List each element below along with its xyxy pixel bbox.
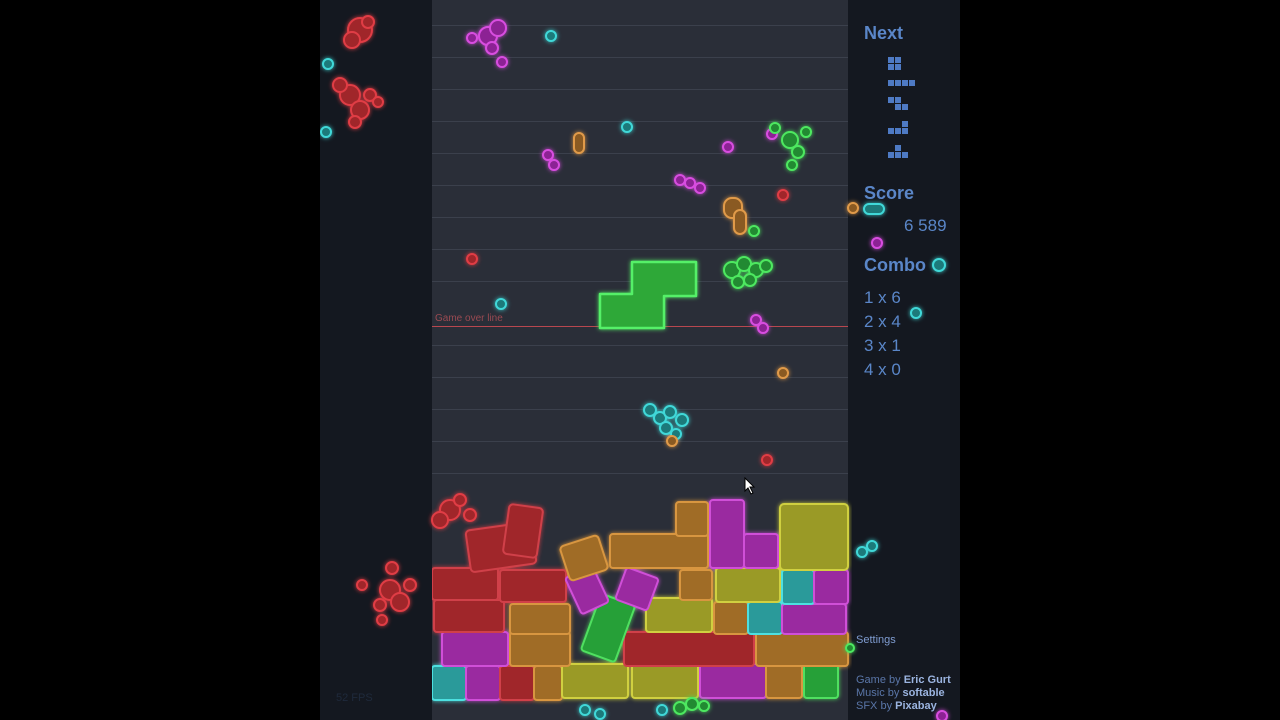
score-value: 6 589 — [904, 216, 947, 235]
credit-role: Music by — [856, 687, 903, 699]
grid-line — [432, 345, 848, 346]
next-queue — [888, 57, 915, 158]
playfield-pieces — [320, 15, 948, 720]
combo-count-3: 3 x 1 — [864, 336, 901, 355]
score-title: Score — [864, 183, 915, 203]
credit-game: Game by Eric Gurt — [856, 674, 951, 686]
grid-line — [432, 153, 848, 154]
next-title: Next — [864, 23, 904, 43]
settings-link[interactable]: Settings — [856, 634, 896, 646]
credit-name[interactable]: softable — [902, 687, 945, 699]
next-piece-i — [888, 80, 915, 86]
next-piece-t — [888, 145, 908, 158]
combo-count-2: 2 x 4 — [864, 312, 901, 331]
credit-role: SFX by — [856, 700, 896, 712]
game-over-label: Game over line — [435, 313, 503, 324]
grid-line — [432, 217, 848, 218]
next-piece-l — [888, 121, 908, 134]
credit-name[interactable]: Pixabay — [895, 700, 937, 712]
game-stage: Game over line — [320, 0, 960, 720]
grid-line — [432, 473, 848, 474]
combo-title: Combo — [864, 255, 926, 275]
grid-line — [432, 25, 848, 26]
grid-line — [432, 57, 848, 58]
credit-name[interactable]: Eric Gurt — [903, 674, 951, 686]
mouse-cursor-icon — [744, 477, 756, 495]
grid-line — [432, 377, 848, 378]
combo-count-4: 4 x 0 — [864, 360, 901, 379]
fps-counter: 52 FPS — [336, 692, 373, 704]
grid-line — [432, 441, 848, 442]
combo-count-1: 1 x 6 — [864, 288, 901, 307]
grid-line — [432, 121, 848, 122]
grid-line — [432, 89, 848, 90]
falling-piece-s — [598, 260, 698, 330]
grid-line — [432, 409, 848, 410]
debris-particles — [320, 15, 948, 720]
grid-line — [432, 249, 848, 250]
credit-sfx: SFX by Pixabay — [856, 700, 937, 712]
next-piece-z — [888, 97, 908, 110]
next-piece-o — [888, 57, 901, 70]
grid-line — [432, 185, 848, 186]
credit-role: Game by — [856, 674, 904, 686]
credit-music: Music by softable — [856, 687, 945, 699]
block-stack — [432, 499, 849, 701]
